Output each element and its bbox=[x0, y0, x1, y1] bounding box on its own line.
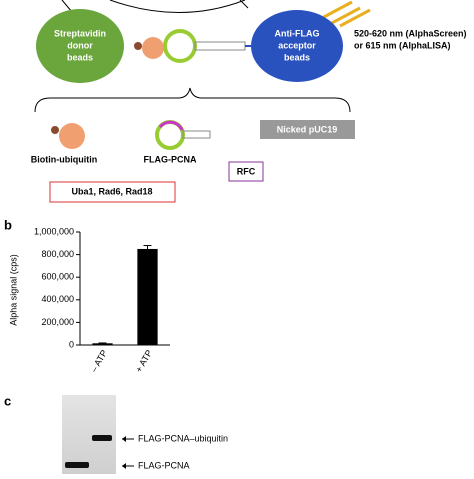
panel-label: c bbox=[4, 393, 11, 408]
gel-band bbox=[65, 462, 89, 468]
x-tick-label: – ATP bbox=[89, 348, 110, 374]
band-label: FLAG-PCNA bbox=[138, 460, 190, 470]
enzyme-box bbox=[49, 181, 176, 203]
bead-label: donor bbox=[67, 40, 93, 50]
emission-label: or 615 nm (AlphaLISA) bbox=[354, 40, 451, 50]
component-label: FLAG-PCNA bbox=[144, 154, 197, 164]
donor-bead bbox=[36, 9, 124, 83]
arrowhead bbox=[122, 463, 126, 469]
y-tick-label: 0 bbox=[69, 339, 74, 349]
bar bbox=[137, 248, 158, 345]
component-label: Uba1, Rad6, Rad18 bbox=[71, 186, 152, 196]
dna-box bbox=[260, 120, 355, 139]
gel bbox=[62, 395, 116, 474]
arrowhead bbox=[122, 436, 126, 442]
ubiquitin bbox=[142, 37, 164, 59]
component-label: Nicked pUC19 bbox=[277, 124, 338, 134]
flag-tag bbox=[158, 120, 184, 131]
arc bbox=[109, 0, 246, 13]
bar bbox=[92, 343, 113, 345]
brace bbox=[34, 87, 351, 113]
bead-label: beads bbox=[284, 52, 310, 62]
rfc-box bbox=[228, 161, 264, 182]
y-tick-label: 1,000,000 bbox=[34, 226, 74, 236]
bead-label: acceptor bbox=[278, 40, 316, 50]
biotin bbox=[51, 126, 59, 134]
band-label: FLAG-PCNA–ubiquitin bbox=[138, 433, 228, 443]
bead-label: beads bbox=[67, 52, 93, 62]
y-axis-label: Alpha signal (cps) bbox=[8, 254, 18, 326]
emission-label: 520-620 nm (AlphaScreen) bbox=[354, 28, 467, 38]
bead-label: Streptavidin bbox=[54, 28, 106, 38]
biotin bbox=[134, 42, 142, 50]
ubiquitin bbox=[59, 123, 85, 149]
y-tick-label: 800,000 bbox=[41, 249, 74, 259]
dna bbox=[182, 130, 211, 139]
gel-band bbox=[92, 435, 112, 441]
component-label: Biotin-ubiquitin bbox=[31, 154, 97, 164]
pcna bbox=[163, 29, 197, 63]
light-icon bbox=[321, 0, 371, 28]
arrow bbox=[239, 0, 249, 9]
bead-label: Anti-FLAG bbox=[275, 28, 320, 38]
dna bbox=[194, 41, 246, 51]
acceptor-bead bbox=[251, 10, 343, 82]
panel-label: b bbox=[4, 217, 12, 232]
bar-chart: 0 200,000 400,000 600,000 800,000 1,000,000 – … bbox=[34, 226, 170, 374]
y-tick-label: 200,000 bbox=[41, 317, 74, 327]
component-label: RFC bbox=[237, 166, 256, 176]
y-tick-label: 400,000 bbox=[41, 294, 74, 304]
y-tick-label: 600,000 bbox=[41, 272, 74, 282]
x-tick-label: + ATP bbox=[134, 348, 155, 374]
